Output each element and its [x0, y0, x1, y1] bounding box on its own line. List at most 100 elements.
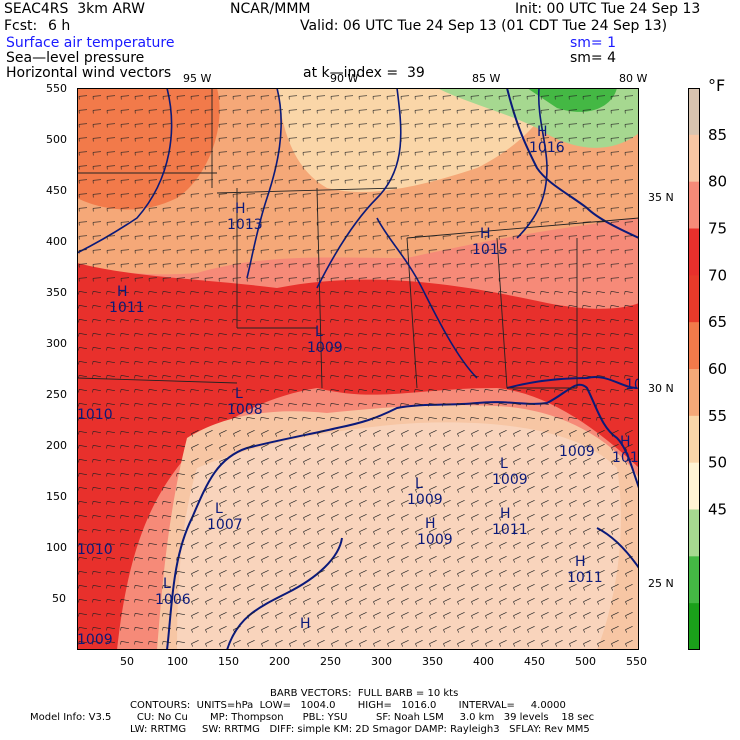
- pressure-value: 1010: [625, 377, 639, 393]
- isobar: [516, 88, 548, 239]
- pressure-center-letter: L: [315, 324, 323, 340]
- wind-barb-field: [78, 95, 634, 647]
- temp-band-85: [177, 422, 621, 650]
- y-tick-label: 100: [46, 541, 67, 554]
- pressure-value: 1009: [307, 340, 343, 356]
- temp-band-40: [527, 88, 617, 112]
- pressure-value: 1011: [612, 450, 639, 466]
- x-tick-label: 450: [524, 655, 545, 668]
- field-3-label: Horizontal wind vectors: [6, 65, 172, 81]
- colorbar-label: 80: [708, 173, 727, 191]
- barb-info: BARB VECTORS: FULL BARB = 10 kts: [270, 688, 459, 699]
- pressure-center-letter: H: [620, 434, 631, 450]
- pressure-labels: H1013H1015H1016H1011L1009L1008L1009L1009…: [77, 124, 639, 648]
- field-2-smoothing: sm= 4: [570, 50, 617, 66]
- colorbar-unit: °F: [708, 76, 726, 95]
- pressure-center-letter: H: [117, 284, 128, 300]
- temp-band-65: [77, 88, 220, 210]
- y-tick-label: 300: [46, 337, 67, 350]
- isobar: [376, 217, 478, 379]
- pressure-value: 1010: [77, 407, 113, 423]
- colorbar-label: 75: [708, 220, 727, 238]
- colorbar-label: 65: [708, 313, 727, 331]
- lon-label: 95 W: [183, 72, 212, 85]
- coastline-cuba: [596, 527, 639, 569]
- pressure-center-letter: H: [235, 201, 246, 217]
- field-1-smoothing: sm= 1: [570, 35, 617, 51]
- pressure-center-letter: L: [235, 386, 243, 402]
- y-tick-label: 200: [46, 439, 67, 452]
- colorbar: 85 80 75 70 65 60 55 50 45: [688, 88, 727, 650]
- colorbar-swatch: [688, 603, 700, 650]
- pressure-value: 1016: [529, 140, 565, 156]
- y-tick-label: 50: [52, 592, 66, 605]
- pressure-value: 1009: [559, 444, 595, 460]
- y-tick-label: 400: [46, 235, 67, 248]
- temp-band-70: [77, 263, 639, 650]
- lon-label: 80 W: [619, 72, 648, 85]
- pressure-center-letter: H: [500, 506, 511, 522]
- lon-label: 85 W: [472, 72, 501, 85]
- pressure-value: 1009: [492, 472, 528, 488]
- field-2-label: Sea—level pressure: [6, 50, 145, 66]
- fcst-value: 6 h: [48, 18, 71, 34]
- y-tick-label: 500: [46, 133, 67, 146]
- pressure-value: 1007: [207, 517, 243, 533]
- pressure-center-letter: L: [215, 501, 223, 517]
- colorbar-label: 85: [708, 126, 727, 144]
- colorbar-swatch: [688, 181, 700, 229]
- x-tick-label: 500: [575, 655, 596, 668]
- pressure-center-letter: H: [537, 124, 548, 140]
- colorbar-label: 50: [708, 454, 727, 472]
- isobar: [77, 88, 173, 254]
- model-info-physics: LW: RRTMG SW: RRTMG DIFF: simple KM: 2D …: [130, 724, 590, 735]
- contour-info: CONTOURS: UNITS=hPa LOW= 1004.0 HIGH= 10…: [130, 700, 566, 711]
- model-info: Model Info: V3.5 CU: No Cu MP: Thompson …: [30, 712, 595, 723]
- colorbar-swatch: [688, 415, 700, 464]
- valid-time: Valid: 06 UTC Tue 24 Sep 13 (01 CDT Tue …: [300, 18, 668, 34]
- pressure-value: 1009: [77, 632, 113, 648]
- colorbar-swatch: [688, 88, 700, 136]
- org-label: NCAR/MMM: [230, 1, 311, 17]
- x-tick-label: 300: [371, 655, 392, 668]
- field-1-label: Surface air temperature: [6, 35, 175, 51]
- pressure-center-letter: L: [415, 476, 423, 492]
- pressure-value: 1008: [227, 402, 263, 418]
- isobar: [246, 88, 282, 279]
- x-tick-label: 200: [269, 655, 290, 668]
- lat-label: 25 N: [648, 577, 674, 590]
- pressure-value: 1009: [417, 532, 453, 548]
- colorbar-swatch: [688, 228, 700, 276]
- pressure-value: 1009: [407, 492, 443, 508]
- pressure-center-letter: H: [575, 554, 586, 570]
- colorbar-swatch: [688, 509, 700, 557]
- init-time: Init: 00 UTC Tue 24 Sep 13: [515, 1, 701, 17]
- isobar: [316, 88, 402, 289]
- colorbar-label: 70: [708, 266, 727, 284]
- fcst-label: Fcst:: [4, 18, 38, 34]
- pressure-value: 1015: [472, 242, 508, 258]
- model-title: SEAC4RS 3km ARW: [4, 1, 145, 17]
- wind-barbs: [78, 95, 634, 647]
- temperature-map: H1013H1015H1016H1011L1009L1008L1009L1009…: [77, 88, 639, 650]
- y-tick-label: 550: [46, 82, 67, 95]
- colorbar-label: 55: [708, 407, 727, 425]
- pressure-value: 1010: [77, 542, 113, 558]
- pressure-value: 1013: [227, 217, 263, 233]
- y-tick-label: 250: [46, 388, 67, 401]
- k-index-label: at k—index = 39: [303, 65, 425, 81]
- colorbar-swatch: [688, 556, 700, 604]
- x-tick-label: 250: [320, 655, 341, 668]
- y-tick-label: 150: [46, 490, 67, 503]
- colorbar-swatch: [688, 134, 700, 183]
- pressure-value: 1011: [492, 522, 528, 538]
- coastline-yucatan: [226, 537, 343, 650]
- x-tick-label: 150: [218, 655, 239, 668]
- pressure-center-letter: H: [480, 226, 491, 242]
- y-tick-label: 350: [46, 286, 67, 299]
- colorbar-label: 60: [708, 360, 727, 378]
- coastline: [166, 383, 639, 650]
- colorbar-swatch: [688, 369, 700, 417]
- pressure-center-letter: L: [163, 576, 171, 592]
- lon-label: 90 W: [330, 72, 359, 85]
